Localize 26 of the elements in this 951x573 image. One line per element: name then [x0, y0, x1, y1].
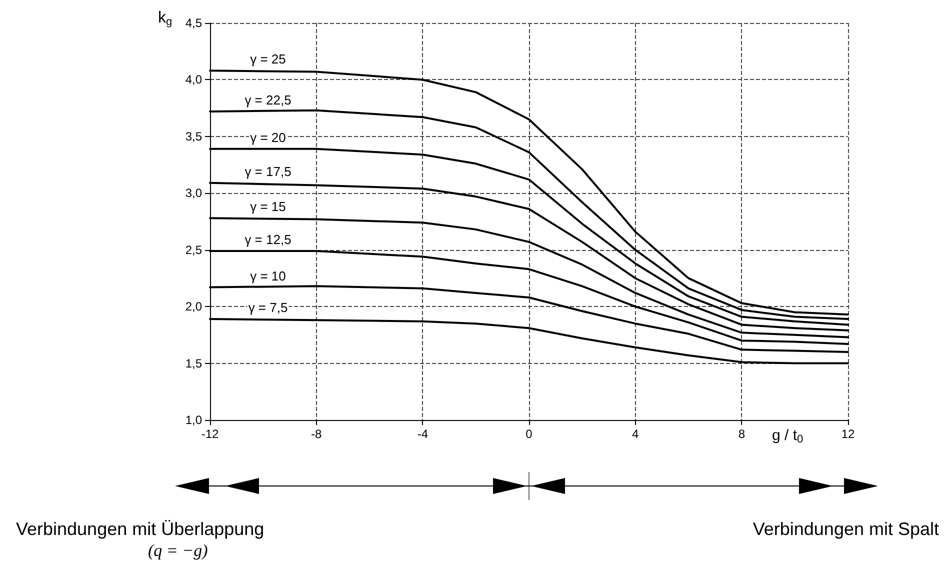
x-tick-label: -8 — [310, 427, 322, 441]
x-tick-label: 4 — [632, 427, 639, 441]
series-label: γ = 25 — [250, 52, 286, 67]
series-label: γ = 10 — [250, 268, 286, 284]
x-tick-label: 12 — [841, 427, 855, 441]
x-tick-label: 8 — [738, 427, 746, 441]
y-tick-label: 2,5 — [185, 242, 202, 257]
y-tick-label: 3,0 — [185, 186, 202, 200]
series-label: γ = 22,5 — [244, 92, 292, 108]
y-tick-label: 2,0 — [185, 300, 202, 314]
series-label: γ = 15 — [250, 199, 286, 214]
series-label: γ = 20 — [250, 130, 286, 145]
text: Verbindungen mit Überlappung — [16, 519, 264, 539]
y-tick-label: 1,5 — [185, 356, 202, 370]
x-tick-label: 0 — [526, 427, 533, 441]
y-tick-label: 4,5 — [185, 16, 202, 30]
y-tick-label: 4,0 — [185, 72, 202, 87]
series-label: γ = 7,5 — [248, 300, 288, 316]
x-tick-label: -12 — [201, 427, 219, 441]
y-tick-label: 1,0 — [185, 413, 202, 427]
series-label: γ = 12,5 — [244, 232, 292, 247]
text: (q = −g) — [148, 541, 208, 560]
y-tick-label: 3,5 — [185, 129, 202, 144]
x-tick-label: -4 — [417, 427, 428, 441]
series-label: γ = 17,5 — [244, 164, 292, 179]
text: Verbindungen mit Spalt — [752, 519, 940, 539]
